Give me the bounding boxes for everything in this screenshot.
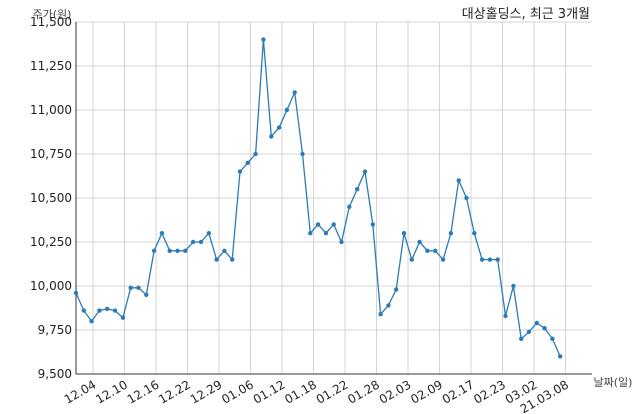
data-point bbox=[550, 336, 555, 341]
data-point bbox=[472, 231, 477, 236]
x-tick-label: 12.04 bbox=[62, 377, 99, 406]
data-point bbox=[370, 222, 375, 227]
y-tick-label: 11,250 bbox=[30, 59, 72, 73]
data-point bbox=[292, 90, 297, 95]
data-point bbox=[401, 231, 407, 236]
x-tick-label: 01.22 bbox=[314, 377, 351, 406]
y-tick-label: 10,500 bbox=[30, 191, 72, 205]
data-point bbox=[511, 283, 516, 289]
data-point bbox=[144, 292, 149, 297]
data-point bbox=[237, 169, 243, 174]
data-point bbox=[284, 107, 290, 113]
data-point bbox=[97, 308, 102, 313]
data-point bbox=[479, 257, 485, 262]
data-point bbox=[198, 239, 204, 245]
data-point bbox=[362, 169, 368, 174]
data-point bbox=[276, 125, 282, 130]
data-point bbox=[347, 204, 352, 209]
data-point bbox=[417, 239, 422, 245]
x-tick-label: 12.29 bbox=[188, 377, 225, 406]
data-point bbox=[269, 134, 274, 139]
x-tick-label: 01.28 bbox=[345, 377, 382, 406]
data-point bbox=[355, 187, 360, 192]
x-tick-label: 01.06 bbox=[219, 377, 256, 406]
axes bbox=[75, 22, 592, 375]
x-tick-label: 12.22 bbox=[156, 377, 193, 406]
data-point bbox=[448, 231, 454, 236]
data-point bbox=[534, 320, 539, 326]
y-tick-label: 9,750 bbox=[38, 323, 72, 337]
x-tick-label: 01.18 bbox=[282, 377, 319, 406]
data-point bbox=[394, 287, 399, 292]
y-axis-label: 주가(원) bbox=[33, 8, 72, 21]
data-point bbox=[151, 248, 157, 253]
data-point bbox=[558, 354, 563, 359]
grid-lines bbox=[76, 21, 592, 375]
x-tick-label: 02.03 bbox=[377, 377, 414, 406]
data-point bbox=[253, 151, 258, 157]
data-point bbox=[440, 257, 446, 262]
data-point bbox=[190, 239, 196, 245]
x-tick-label: 12.16 bbox=[125, 377, 162, 406]
data-point bbox=[464, 195, 469, 201]
data-point bbox=[433, 248, 438, 253]
data-point bbox=[136, 285, 141, 290]
data-point bbox=[378, 312, 383, 317]
y-tick-label: 11,000 bbox=[30, 103, 72, 117]
data-point bbox=[323, 231, 329, 236]
data-point bbox=[183, 248, 188, 253]
data-point bbox=[245, 160, 250, 165]
data-point bbox=[315, 222, 321, 227]
data-point bbox=[222, 248, 227, 253]
data-point bbox=[495, 257, 500, 262]
data-point bbox=[526, 329, 532, 334]
data-point bbox=[487, 257, 493, 262]
data-point bbox=[206, 231, 211, 236]
data-point bbox=[503, 313, 508, 319]
y-tick-label: 11,500 bbox=[30, 15, 72, 29]
data-point bbox=[230, 257, 235, 262]
data-point bbox=[331, 222, 336, 227]
y-tick-label: 10,000 bbox=[30, 279, 72, 293]
data-point bbox=[175, 248, 180, 253]
data-point bbox=[339, 239, 344, 245]
y-tick-label: 10,750 bbox=[30, 147, 72, 161]
y-tick-label: 10,250 bbox=[30, 235, 72, 249]
chart-title: 대상홀딩스, 최근 3개월 bbox=[462, 7, 590, 22]
x-tick-label: 02.23 bbox=[471, 377, 508, 406]
data-point bbox=[409, 257, 414, 262]
data-point bbox=[542, 326, 547, 331]
data-point bbox=[261, 37, 266, 42]
data-point bbox=[112, 308, 118, 313]
data-point bbox=[300, 151, 305, 157]
x-tick-label: 02.09 bbox=[408, 377, 445, 406]
data-point bbox=[167, 248, 172, 253]
data-point bbox=[386, 303, 391, 308]
x-tick-label: 02.17 bbox=[440, 377, 477, 406]
data-point bbox=[308, 231, 313, 236]
data-point bbox=[214, 257, 219, 262]
y-tick-label: 9,500 bbox=[38, 367, 72, 381]
data-point bbox=[519, 336, 524, 341]
data-points bbox=[73, 37, 563, 359]
x-tick-label: 01.12 bbox=[251, 377, 288, 406]
data-point bbox=[159, 231, 165, 236]
data-point bbox=[456, 178, 461, 183]
data-point bbox=[425, 248, 430, 253]
x-tick-label: 12.10 bbox=[93, 377, 130, 406]
x-axis-label: 날짜(일) bbox=[594, 375, 633, 389]
data-point bbox=[120, 315, 126, 320]
data-point bbox=[73, 290, 79, 296]
data-point bbox=[105, 306, 110, 312]
data-point bbox=[128, 285, 133, 290]
x-tick-labels: 12.0412.1012.1612.2212.2901.0601.1201.18… bbox=[62, 377, 571, 414]
data-point bbox=[81, 308, 87, 313]
y-tick-labels: 9,500 9,750 10,000 10,250 10,500 10,750 11,000… bbox=[30, 15, 72, 381]
data-point bbox=[89, 319, 94, 324]
